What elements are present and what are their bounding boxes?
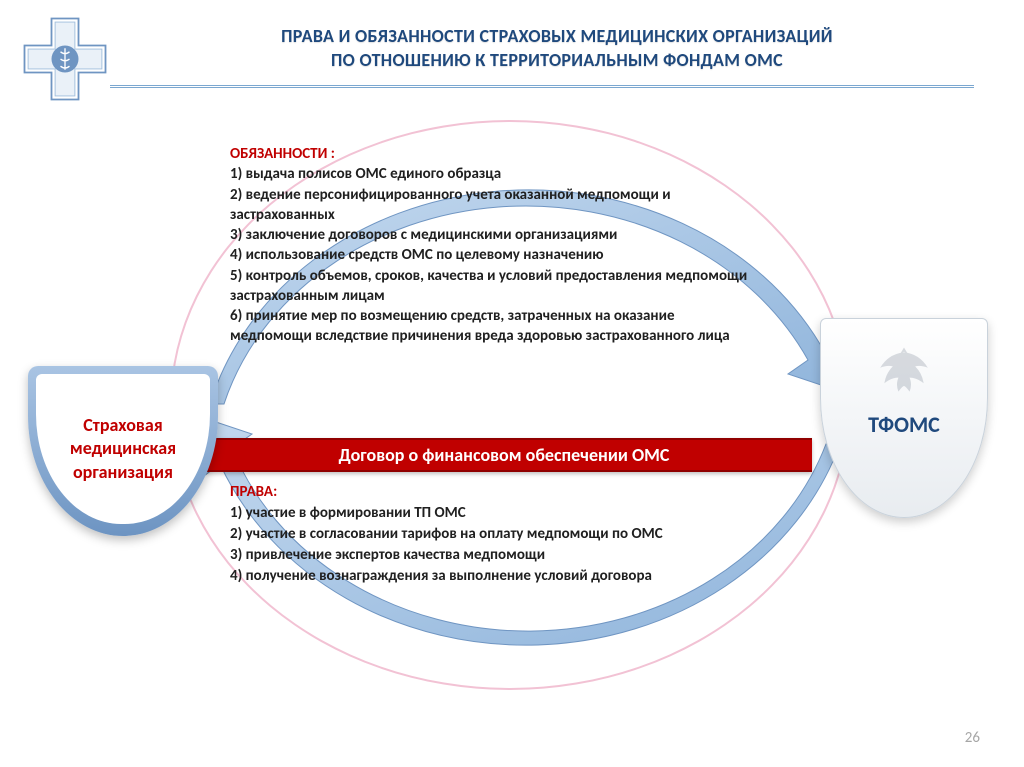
rights-block: ПРАВА: 1) участие в формировании ТП ОМС … [230, 482, 690, 587]
title-line-1: ПРАВА И ОБЯЗАННОСТИ СТРАХОВЫХ МЕДИЦИНСКИ… [281, 25, 833, 47]
contract-label: Договор о финансовом обеспечении ОМС [339, 444, 670, 466]
tfoms-badge: ТФОМС [820, 318, 988, 518]
rights-item: 1) участие в формировании ТП ОМС [230, 503, 690, 524]
rights-header: ПРАВА: [230, 482, 690, 503]
rights-item: 2) участие в согласовании тарифов на опл… [230, 524, 690, 545]
obligations-block: ОБЯЗАННОСТИ : 1) выдача полисов ОМС един… [230, 144, 750, 347]
rights-item: 3) привлечение экспертов качества медпом… [230, 545, 690, 566]
obligations-item: 5) контроль объемов, сроков, качества и … [230, 266, 750, 307]
obligations-item: 2) ведение персонифицированного учета ок… [230, 185, 750, 226]
page-title: ПРАВА И ОБЯЗАННОСТИ СТРАХОВЫХ МЕДИЦИНСКИ… [110, 24, 1004, 73]
title-divider [110, 85, 974, 89]
obligations-item: 1) выдача полисов ОМС единого образца [230, 164, 750, 184]
obligations-item: 6) принятие мер по возмещению средств, з… [230, 306, 750, 347]
obligations-item: 3) заключение договоров с медицинскими о… [230, 225, 750, 245]
diagram-stage: ОБЯЗАННОСТИ : 1) выдача полисов ОМС един… [0, 104, 1024, 724]
header: ПРАВА И ОБЯЗАННОСТИ СТРАХОВЫХ МЕДИЦИНСКИ… [0, 0, 1024, 104]
title-line-2: ПО ОТНОШЕНИЮ К ТЕРРИТОРИАЛЬНЫМ ФОНДАМ ОМ… [331, 49, 783, 71]
eagle-emblem-icon [869, 337, 939, 407]
tfoms-label: ТФОМС [868, 411, 940, 438]
obligations-header: ОБЯЗАННОСТИ : [230, 144, 750, 164]
smo-badge: Страховая медицинская организация [28, 366, 218, 536]
shield-icon: Страховая медицинская организация [28, 366, 218, 536]
smo-label: Страховая медицинская организация [46, 414, 200, 484]
medical-cross-logo-icon [20, 14, 110, 104]
contract-bar: Договор о финансовом обеспечении ОМС [196, 438, 812, 472]
obligations-item: 4) использование средств ОМС по целевому… [230, 245, 750, 265]
rights-item: 4) получение вознаграждения за выполнени… [230, 566, 690, 587]
page-number: 26 [965, 729, 980, 747]
title-block: ПРАВА И ОБЯЗАННОСТИ СТРАХОВЫХ МЕДИЦИНСКИ… [110, 14, 1004, 89]
